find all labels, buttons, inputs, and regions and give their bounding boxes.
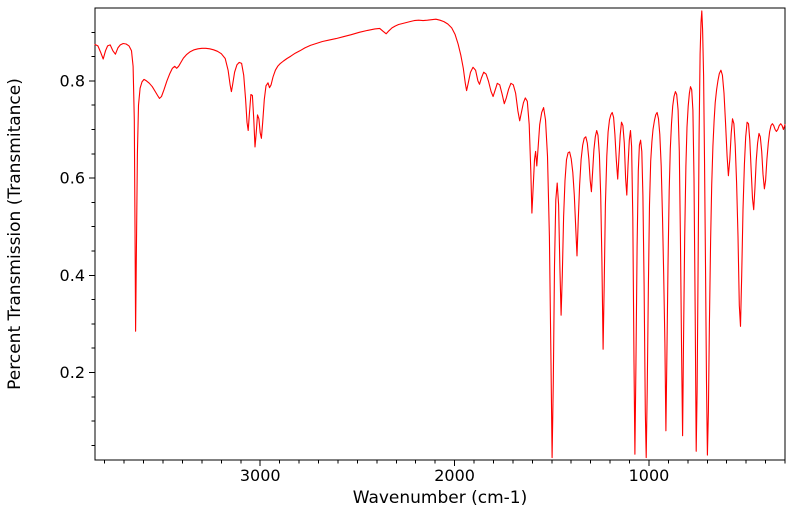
tick-labels: 3000 2000 1000 0.2 0.4 0.6 0.8 [60,71,670,485]
spectrum-line [94,10,786,459]
x-tick-label: 1000 [629,466,670,485]
y-tick-label: 0.4 [60,266,85,285]
x-tick-label: 3000 [240,466,281,485]
x-axis-label: Wavenumber (cm-1) [353,488,528,508]
x-tick-label: 2000 [434,466,475,485]
y-tick-label: 0.2 [60,363,85,382]
y-tick-label: 0.8 [60,71,85,90]
y-axis-label: Percent Transmission (Transmitance) [5,78,25,390]
minor-ticks [91,31,786,464]
major-ticks [89,80,650,466]
y-tick-label: 0.6 [60,169,85,188]
plot-frame [94,7,786,461]
